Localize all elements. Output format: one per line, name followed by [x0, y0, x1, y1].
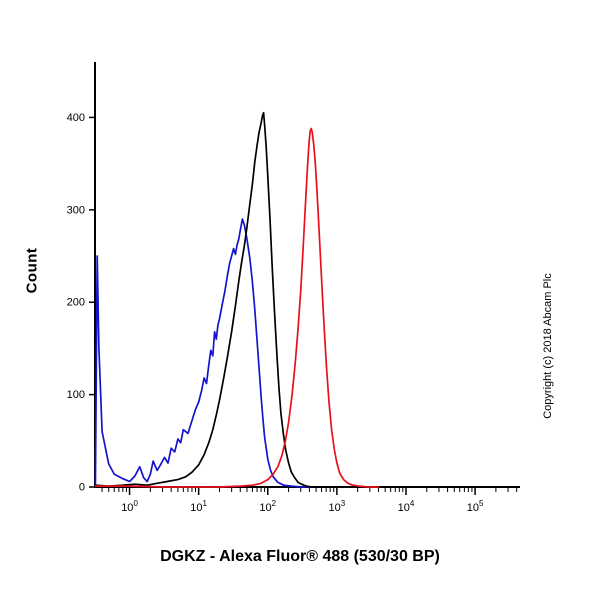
chart-title: DGKZ - Alexa Fluor® 488 (530/30 BP): [160, 548, 440, 565]
copyright-text: Copyright (c) 2018 Abcam Plc: [542, 273, 554, 419]
x-tick-label: 100: [121, 499, 138, 514]
x-tick-label: 103: [329, 499, 346, 514]
y-tick-label: 0: [79, 482, 85, 494]
plot-svg: 0 100 200 300 400 100 101 102 103 104 105: [67, 62, 520, 514]
y-tick-label: 100: [67, 389, 85, 401]
y-tick-label: 300: [67, 204, 85, 216]
x-tick-label: 105: [467, 499, 484, 514]
x-tick-label: 101: [190, 499, 207, 514]
y-tick-label: 200: [67, 297, 85, 309]
curve-blue-control: [94, 218, 314, 488]
x-tick-label: 104: [398, 499, 415, 514]
y-tick-label: 400: [67, 112, 85, 124]
curve-red-dgkz: [94, 127, 380, 488]
x-tick-label: 102: [259, 499, 276, 514]
